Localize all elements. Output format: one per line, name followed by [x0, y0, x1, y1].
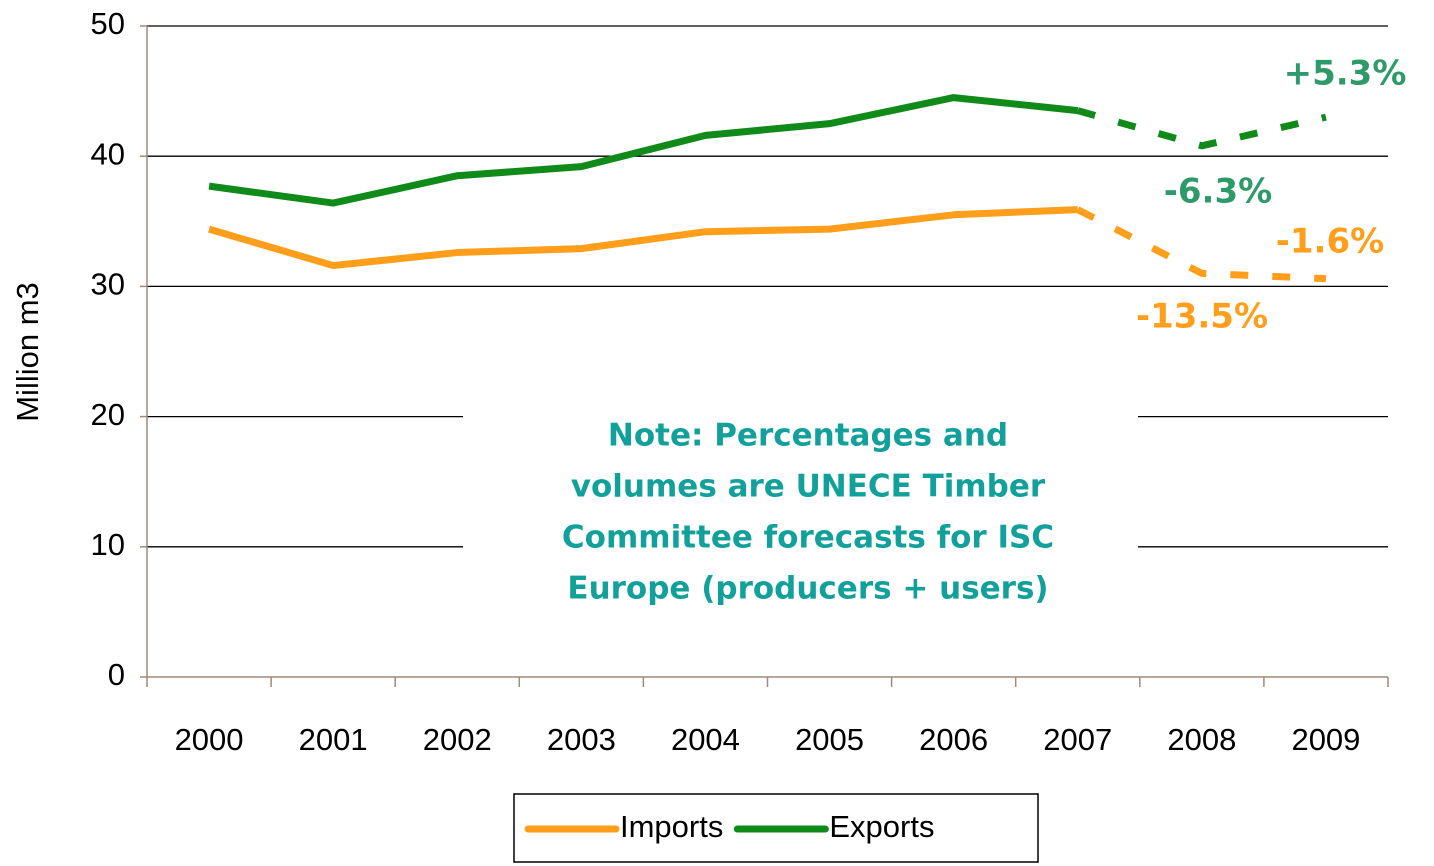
x-tick-label: 2007	[1043, 722, 1112, 757]
x-tick-label: 2005	[795, 722, 864, 757]
note-background	[463, 410, 1138, 620]
x-tick-label: 2006	[919, 722, 988, 757]
note-line: Europe (producers + users)	[567, 571, 1048, 607]
series-line	[208, 206, 1078, 270]
y-axis-label: Million m3	[10, 282, 45, 422]
annotation: -6.3%	[1164, 172, 1272, 212]
annotation: -1.6%	[1276, 222, 1384, 262]
y-tick-label: 30	[91, 267, 125, 302]
y-tick-label: 0	[108, 657, 125, 692]
legend-label: Exports	[829, 809, 934, 844]
x-tick-label: 2009	[1291, 722, 1360, 757]
x-tick-label: 2000	[175, 722, 244, 757]
note-line: Note: Percentages and	[608, 418, 1008, 454]
note-line: volumes are UNECE Timber	[571, 469, 1046, 505]
forecast-line	[1076, 206, 1327, 283]
x-tick-label: 2008	[1167, 722, 1236, 757]
y-tick-label: 20	[91, 397, 125, 432]
y-tick-label: 50	[91, 6, 125, 41]
note-line: Committee forecasts for ISC	[562, 520, 1054, 556]
x-tick-label: 2004	[671, 722, 740, 757]
forecast-line	[1076, 107, 1327, 150]
annotation: -13.5%	[1136, 297, 1268, 337]
y-tick-label: 40	[91, 136, 125, 171]
annotation: +5.3%	[1284, 54, 1407, 94]
legend-label: Imports	[620, 809, 723, 844]
x-tick-label: 2001	[299, 722, 368, 757]
y-tick-label: 10	[91, 527, 125, 562]
x-tick-label: 2002	[423, 722, 492, 757]
series-line	[208, 94, 1079, 207]
x-tick-label: 2003	[547, 722, 616, 757]
